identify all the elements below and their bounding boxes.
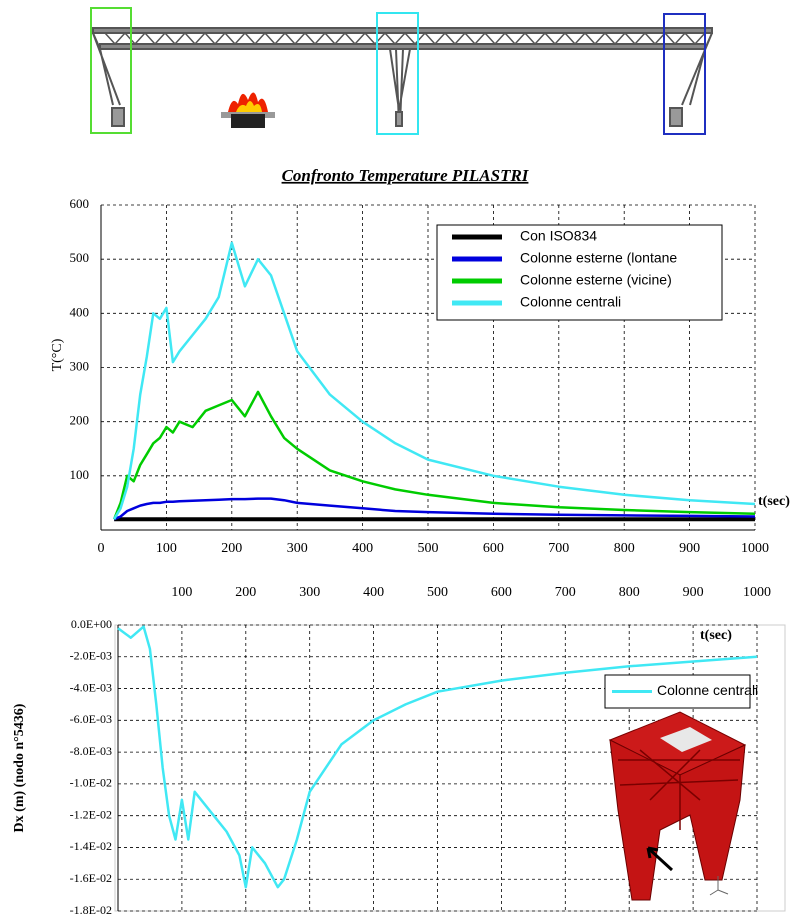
right-base xyxy=(669,107,683,127)
inset-axes xyxy=(709,876,729,896)
x-tick-label: 1000 xyxy=(741,541,769,556)
legend-label: Colonne centrali xyxy=(520,294,621,310)
fire-icon xyxy=(221,92,275,128)
y-tick-label: 600 xyxy=(70,196,90,211)
x-tick-label: 200 xyxy=(221,541,242,556)
fire-base xyxy=(231,114,265,128)
chart-title: Confronto Temperature PILASTRI xyxy=(282,166,530,185)
bottom-chord xyxy=(99,43,706,50)
y-tick-label: 500 xyxy=(70,250,90,265)
x-axis-label: t(sec) xyxy=(700,628,732,643)
top-chord xyxy=(92,27,713,34)
series-line xyxy=(113,241,756,520)
x-tick-label: 0 xyxy=(98,541,105,556)
x-tick-label: 900 xyxy=(679,541,700,556)
truss-diagram xyxy=(92,27,713,127)
y-axis-label: T(°C) xyxy=(50,338,65,371)
y-axis-label: Dx (m) (nodo n°5436) xyxy=(12,703,27,832)
x-tick-label: 100 xyxy=(156,541,177,556)
inset-hole xyxy=(660,727,712,752)
y-tick-label: -1.6E-02 xyxy=(70,871,112,885)
series-line xyxy=(113,497,756,521)
y-tick-label: -8.0E-03 xyxy=(70,744,112,758)
inset-lattice xyxy=(618,749,740,830)
inset-arrow xyxy=(646,846,674,872)
x-tick-label: 400 xyxy=(352,541,373,556)
end-legs xyxy=(92,32,713,106)
x-tick-label: 300 xyxy=(287,541,308,556)
center-base xyxy=(395,111,403,127)
left-base xyxy=(111,107,125,127)
x-tick-label: 900 xyxy=(683,585,704,600)
highlight-box-left xyxy=(90,7,132,134)
x-tick-label: 800 xyxy=(614,541,635,556)
y-tick-label: -6.0E-03 xyxy=(70,712,112,726)
flame-inner xyxy=(236,101,262,112)
x-tick-label: 800 xyxy=(619,585,640,600)
y-tick-label: 200 xyxy=(70,413,90,428)
legend-label: Colonne esterne (lontane xyxy=(520,250,677,266)
inset-structure xyxy=(608,711,747,901)
y-tick-label: -1.2E-02 xyxy=(70,807,112,821)
legend-label: Colonne esterne (vicine) xyxy=(520,272,672,288)
x-tick-label: 1000 xyxy=(743,585,771,600)
y-tick-label: -1.4E-02 xyxy=(70,839,112,853)
x-tick-label: 600 xyxy=(491,585,512,600)
x-tick-label: 700 xyxy=(548,541,569,556)
y-tick-label: 100 xyxy=(70,467,90,482)
legend-label: Colonne centrali xyxy=(657,682,758,698)
x-tick-label: 700 xyxy=(555,585,576,600)
x-tick-label: 500 xyxy=(418,541,439,556)
x-tick-label: 400 xyxy=(363,585,384,600)
y-tick-label: 400 xyxy=(70,304,90,319)
highlight-box-center xyxy=(376,12,419,135)
y-tick-label: -1.0E-02 xyxy=(70,776,112,790)
x-tick-label: 200 xyxy=(235,585,256,600)
inset-body xyxy=(609,739,746,901)
truss-diagonals xyxy=(104,32,706,46)
y-tick-label: -2.0E-03 xyxy=(70,649,112,663)
y-tick-label: -4.0E-03 xyxy=(70,680,112,694)
highlight-box-right xyxy=(663,13,706,135)
x-tick-label: 600 xyxy=(483,541,504,556)
x-axis-label: t(sec) xyxy=(758,494,790,509)
series-line xyxy=(112,390,756,520)
x-tick-label: 500 xyxy=(427,585,448,600)
legend-label: Con ISO834 xyxy=(520,228,597,244)
x-tick-label: 300 xyxy=(299,585,320,600)
series-line xyxy=(117,625,758,889)
y-tick-label: 0.0E+00 xyxy=(71,617,112,631)
y-tick-label: 300 xyxy=(70,358,90,373)
x-tick-label: 100 xyxy=(171,585,192,600)
y-tick-label: -1.8E-02 xyxy=(70,903,112,917)
